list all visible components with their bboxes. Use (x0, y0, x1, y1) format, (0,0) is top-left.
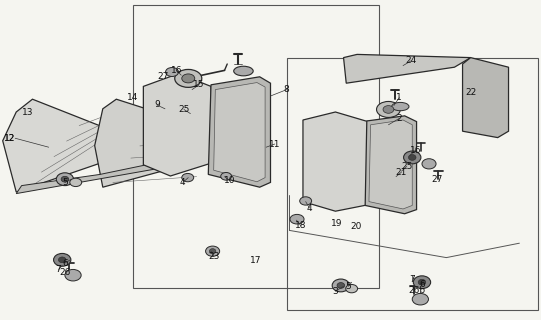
Text: 16: 16 (170, 66, 182, 75)
Text: 8: 8 (284, 85, 289, 94)
Text: 13: 13 (22, 108, 34, 117)
Ellipse shape (300, 197, 312, 205)
Ellipse shape (346, 284, 358, 293)
Polygon shape (365, 116, 417, 214)
Text: 25: 25 (178, 105, 190, 114)
Text: 4: 4 (307, 204, 312, 212)
Polygon shape (369, 120, 412, 209)
Text: 11: 11 (269, 140, 281, 148)
Ellipse shape (422, 159, 436, 169)
Ellipse shape (234, 66, 253, 76)
Ellipse shape (56, 173, 74, 186)
Text: 27: 27 (431, 175, 443, 184)
Text: 12: 12 (4, 134, 16, 143)
Text: 7: 7 (56, 265, 61, 274)
Polygon shape (143, 74, 211, 176)
Text: 19: 19 (331, 219, 342, 228)
Text: 20: 20 (350, 222, 362, 231)
Text: 18: 18 (295, 221, 307, 230)
Text: 9: 9 (154, 100, 160, 109)
Text: 26b: 26b (408, 286, 425, 295)
Polygon shape (214, 83, 265, 182)
Ellipse shape (175, 69, 202, 87)
Text: 25: 25 (401, 162, 413, 171)
Text: 16: 16 (410, 146, 421, 155)
Ellipse shape (182, 173, 194, 182)
Text: 24: 24 (406, 56, 417, 65)
Text: 27: 27 (157, 72, 169, 81)
Text: 14: 14 (127, 93, 138, 102)
Text: 1: 1 (397, 93, 402, 102)
Bar (287, 58, 538, 310)
Polygon shape (303, 112, 368, 211)
Ellipse shape (332, 279, 349, 292)
Text: 2: 2 (397, 114, 402, 123)
Text: 23: 23 (208, 252, 220, 261)
Text: 15: 15 (193, 80, 205, 89)
Ellipse shape (337, 283, 345, 288)
Polygon shape (208, 77, 270, 187)
Ellipse shape (182, 74, 195, 83)
Text: 12: 12 (4, 134, 16, 143)
Ellipse shape (65, 269, 81, 281)
Polygon shape (344, 54, 471, 83)
Ellipse shape (383, 106, 394, 113)
Ellipse shape (412, 293, 428, 305)
Ellipse shape (392, 102, 409, 111)
Text: 5: 5 (62, 178, 68, 187)
Ellipse shape (413, 276, 431, 289)
Polygon shape (95, 99, 211, 187)
Ellipse shape (404, 151, 421, 164)
Ellipse shape (221, 172, 232, 180)
Ellipse shape (58, 257, 66, 263)
Text: 5: 5 (346, 282, 351, 291)
Ellipse shape (377, 101, 400, 117)
Ellipse shape (209, 249, 216, 254)
Ellipse shape (290, 214, 304, 224)
Text: 3: 3 (333, 287, 338, 296)
Text: 6: 6 (62, 259, 68, 268)
Text: 6: 6 (419, 280, 425, 289)
Polygon shape (16, 152, 208, 194)
Polygon shape (463, 58, 509, 138)
Ellipse shape (166, 68, 179, 76)
Text: 22: 22 (465, 88, 476, 97)
Text: 7: 7 (410, 275, 415, 284)
Ellipse shape (70, 178, 82, 187)
Text: 10: 10 (224, 176, 236, 185)
Ellipse shape (408, 155, 416, 160)
Text: 4: 4 (180, 178, 186, 187)
Text: 26: 26 (59, 268, 71, 277)
Ellipse shape (418, 279, 426, 285)
Text: 21: 21 (395, 168, 407, 177)
Ellipse shape (54, 253, 71, 266)
Text: 17: 17 (249, 256, 261, 265)
Ellipse shape (61, 176, 69, 182)
Bar (133, 5, 379, 288)
Ellipse shape (206, 246, 220, 256)
Polygon shape (3, 99, 114, 192)
